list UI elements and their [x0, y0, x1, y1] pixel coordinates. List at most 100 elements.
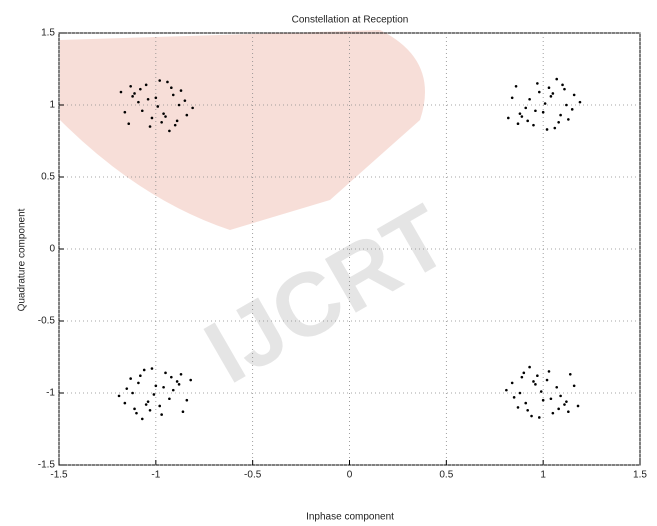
- point: [142, 368, 146, 372]
- point: [175, 380, 179, 383]
- point: [541, 398, 545, 402]
- point: [563, 87, 566, 91]
- point: [526, 408, 529, 412]
- point: [543, 102, 547, 105]
- point: [133, 92, 136, 95]
- x-axis-label: Inphase component: [306, 512, 394, 523]
- point: [170, 86, 173, 90]
- point: [160, 413, 163, 416]
- point: [164, 371, 167, 375]
- point: [131, 95, 134, 98]
- point: [505, 388, 508, 392]
- point: [534, 383, 537, 386]
- point: [510, 381, 514, 385]
- point: [144, 83, 148, 87]
- x-tick-label: -1: [151, 470, 160, 481]
- point: [545, 378, 549, 382]
- point: [185, 398, 189, 402]
- point: [536, 82, 539, 85]
- point: [156, 105, 160, 108]
- point: [518, 112, 522, 115]
- point: [168, 397, 171, 401]
- y-tick-label: 0.5: [41, 172, 55, 183]
- point: [553, 126, 557, 130]
- point: [173, 123, 177, 127]
- point: [127, 122, 131, 126]
- point: [162, 385, 165, 389]
- point: [565, 400, 568, 403]
- point: [561, 83, 564, 87]
- point: [140, 109, 144, 113]
- point: [177, 383, 181, 386]
- x-tick-label: 0.5: [439, 470, 453, 481]
- point: [129, 377, 132, 380]
- point: [541, 110, 545, 114]
- point: [158, 404, 162, 408]
- watermark-shape: [60, 30, 425, 230]
- point: [539, 390, 543, 393]
- point: [166, 80, 169, 84]
- point: [146, 400, 150, 403]
- point: [154, 96, 158, 100]
- point: [567, 410, 570, 414]
- point: [516, 406, 520, 409]
- point: [528, 365, 531, 369]
- point: [549, 397, 553, 401]
- point: [555, 385, 559, 389]
- point: [536, 374, 539, 378]
- point: [568, 372, 572, 376]
- point: [185, 113, 189, 117]
- y-tick-label: -0.5: [38, 316, 56, 327]
- point: [171, 388, 175, 392]
- point: [507, 116, 510, 120]
- point: [532, 123, 535, 127]
- y-tick-label: 1.5: [41, 28, 55, 39]
- point: [135, 411, 138, 415]
- point: [512, 396, 516, 399]
- point: [520, 115, 524, 118]
- y-tick-label: 1: [49, 100, 55, 111]
- point: [537, 416, 541, 419]
- point: [551, 411, 555, 415]
- point: [177, 103, 181, 107]
- point: [158, 79, 162, 82]
- point: [545, 128, 549, 131]
- point: [183, 99, 187, 102]
- point: [528, 97, 531, 101]
- point: [148, 408, 152, 412]
- point: [570, 108, 574, 111]
- point: [189, 378, 192, 382]
- point: [534, 109, 537, 113]
- point: [170, 375, 173, 379]
- point: [578, 100, 582, 104]
- point: [559, 113, 562, 117]
- point: [572, 93, 576, 97]
- point: [524, 401, 528, 405]
- point: [168, 129, 171, 133]
- point: [179, 89, 183, 92]
- x-tick-label: 1.5: [633, 470, 647, 481]
- y-tick-label: -1.5: [38, 460, 56, 471]
- y-tick-label: -1: [46, 388, 55, 399]
- x-tick-label: -1.5: [50, 470, 68, 481]
- point: [162, 112, 165, 115]
- point: [117, 394, 121, 398]
- x-tick-label: 0: [347, 470, 353, 481]
- point: [576, 404, 580, 408]
- point: [144, 403, 148, 406]
- point: [171, 93, 175, 97]
- point: [563, 403, 566, 406]
- point: [146, 97, 150, 101]
- point: [532, 380, 535, 383]
- point: [516, 122, 520, 126]
- point: [557, 120, 560, 124]
- point: [572, 384, 576, 388]
- point: [524, 106, 528, 110]
- point: [514, 84, 518, 88]
- point: [139, 374, 142, 378]
- point: [160, 120, 163, 124]
- point: [547, 370, 551, 373]
- point: [123, 401, 127, 405]
- point: [551, 92, 555, 95]
